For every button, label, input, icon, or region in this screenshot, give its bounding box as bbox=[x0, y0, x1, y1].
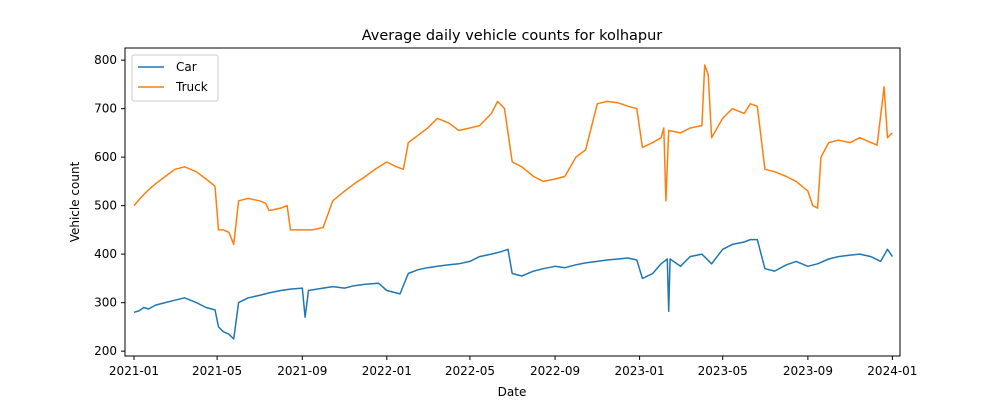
y-axis-title: Vehicle count bbox=[68, 161, 82, 242]
x-tick-label: 2022-09 bbox=[530, 364, 580, 378]
x-tick-label: 2021-09 bbox=[277, 364, 327, 378]
series-line-car bbox=[133, 238, 894, 340]
y-tick-label: 700 bbox=[94, 102, 117, 116]
plot-frame bbox=[124, 47, 901, 357]
x-tick-label: 2024-01 bbox=[867, 364, 917, 378]
x-tick-label: 2023-01 bbox=[615, 364, 665, 378]
legend-box bbox=[131, 54, 219, 102]
series-line-truck bbox=[133, 64, 893, 246]
y-tick-label: 600 bbox=[94, 150, 117, 164]
x-axis: 2021-01 2021-05 2021-09 2022-01 2022-05 2022-… bbox=[109, 356, 917, 378]
y-tick-label: 400 bbox=[94, 247, 117, 261]
chart-title: Average daily vehicle counts for kolhapu… bbox=[362, 28, 663, 44]
y-tick-label: 300 bbox=[94, 296, 117, 310]
x-tick-label: 2021-05 bbox=[192, 364, 242, 378]
x-axis-title: Date bbox=[498, 385, 527, 399]
series-layer bbox=[133, 64, 894, 340]
legend: Car Truck bbox=[131, 54, 219, 102]
x-tick-label: 2022-01 bbox=[362, 364, 412, 378]
x-tick-label: 2022-05 bbox=[445, 364, 495, 378]
x-tick-label: 2023-05 bbox=[698, 364, 748, 378]
y-tick-label: 200 bbox=[94, 344, 117, 358]
x-tick-label: 2021-01 bbox=[109, 364, 159, 378]
legend-label-truck: Truck bbox=[175, 80, 208, 94]
x-tick-label: 2023-09 bbox=[783, 364, 833, 378]
legend-label-car: Car bbox=[176, 60, 197, 74]
y-axis: 200 300 400 500 600 700 800 bbox=[94, 53, 125, 358]
y-tick-label: 500 bbox=[94, 199, 117, 213]
y-tick-label: 800 bbox=[94, 53, 117, 67]
